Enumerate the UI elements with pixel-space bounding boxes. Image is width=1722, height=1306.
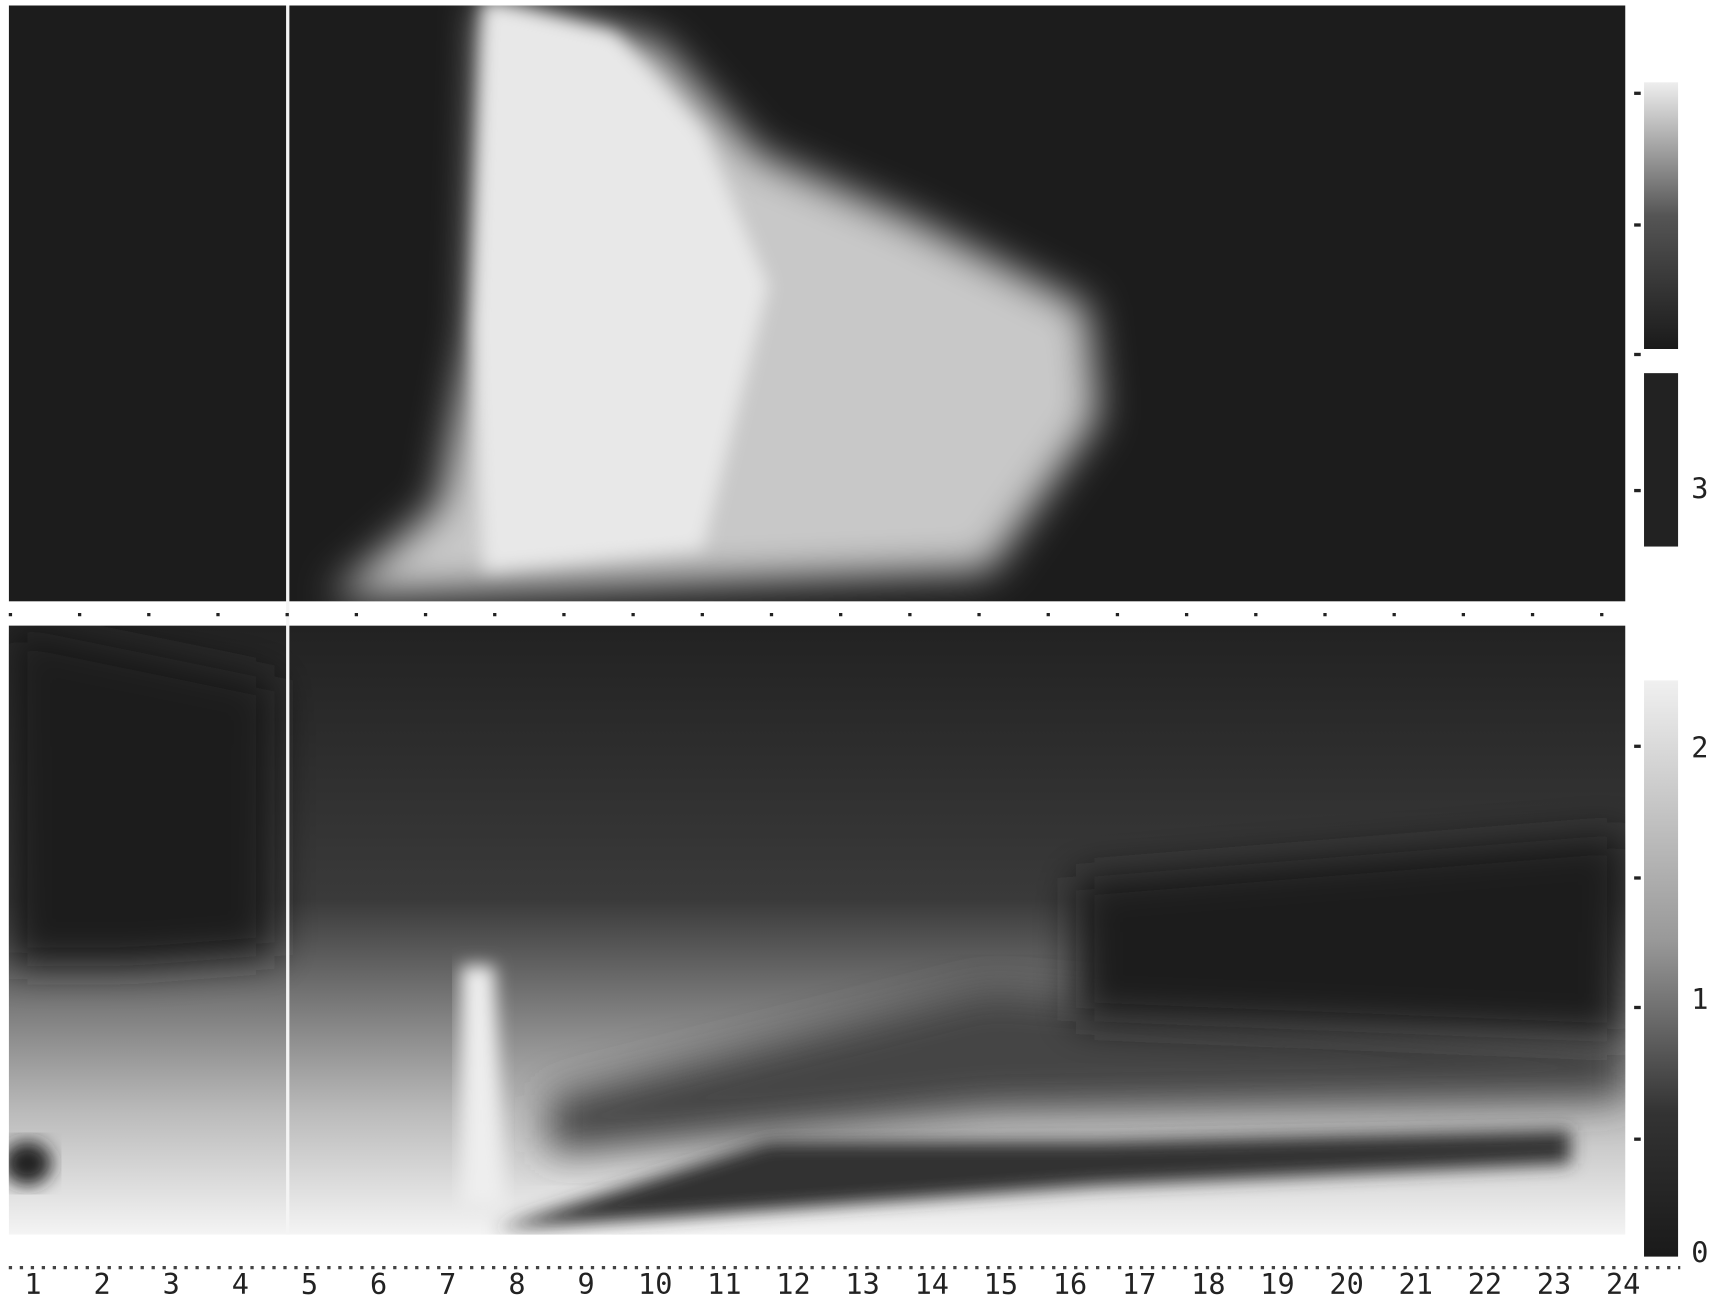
colorbar <box>1644 373 1679 547</box>
x-tick-label: 22 <box>1468 1268 1502 1301</box>
x-tick-label: 11 <box>707 1268 741 1301</box>
x-tick-label: 14 <box>915 1268 949 1301</box>
x-tick-label: 7 <box>439 1268 456 1301</box>
x-tick-label: 9 <box>577 1268 594 1301</box>
x-tick-label: 19 <box>1260 1268 1294 1301</box>
colorbar <box>1644 680 1679 1257</box>
x-tick-label: 8 <box>508 1268 525 1301</box>
x-tick-label: 18 <box>1191 1268 1225 1301</box>
x-tick-label: 4 <box>232 1268 249 1301</box>
top-panel <box>8 5 1626 602</box>
bottom-panel <box>8 625 1626 1235</box>
x-tick-label: 15 <box>984 1268 1018 1301</box>
x-tick-label: 21 <box>1399 1268 1433 1301</box>
x-tick-label: 16 <box>1053 1268 1087 1301</box>
x-tick-label: 23 <box>1537 1268 1571 1301</box>
colorbar-label: 2 <box>1691 732 1708 765</box>
colorbar-label: 1 <box>1691 983 1708 1016</box>
colorbar-label: 0 <box>1691 1236 1708 1269</box>
x-tick-label: 10 <box>638 1268 672 1301</box>
x-tick-label: 13 <box>845 1268 879 1301</box>
x-tick-label: 3 <box>163 1268 180 1301</box>
x-tick-label: 12 <box>776 1268 810 1301</box>
x-tick-label: 17 <box>1122 1268 1156 1301</box>
colorbar <box>1644 82 1679 349</box>
x-tick-label: 1 <box>24 1268 41 1301</box>
x-tick-label: 5 <box>301 1268 318 1301</box>
x-tick-label: 24 <box>1606 1268 1640 1301</box>
x-tick-label: 6 <box>370 1268 387 1301</box>
colorbar-label: 3 <box>1691 473 1708 506</box>
x-tick-label: 2 <box>93 1268 110 1301</box>
x-tick-label: 20 <box>1329 1268 1363 1301</box>
